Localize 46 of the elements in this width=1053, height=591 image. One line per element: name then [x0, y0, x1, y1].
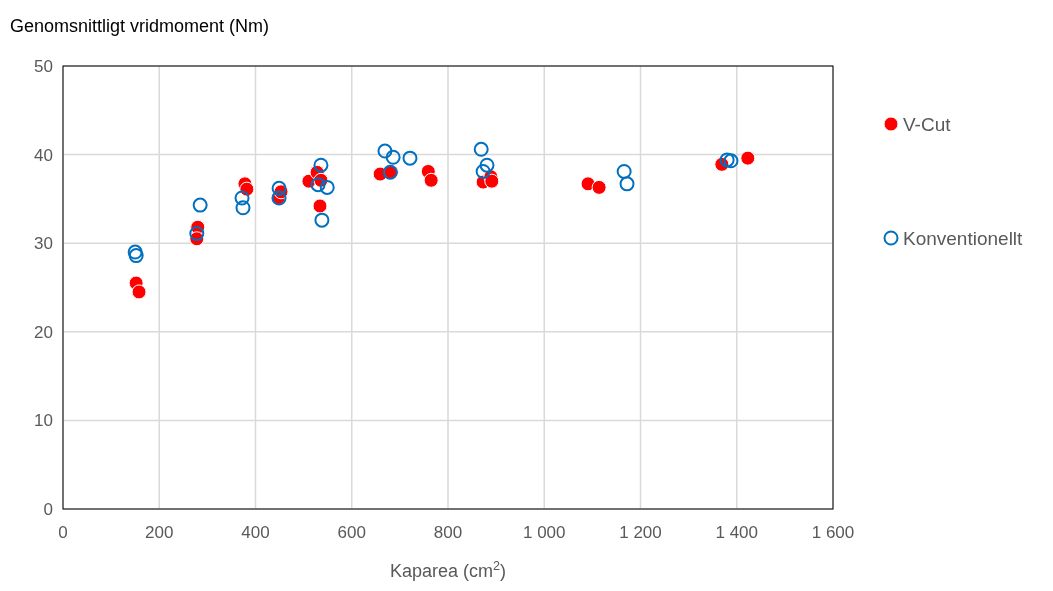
point [377, 143, 393, 159]
point [479, 157, 495, 173]
point [234, 190, 250, 206]
point [128, 248, 144, 264]
point [616, 163, 632, 179]
point [271, 180, 287, 196]
point [319, 179, 335, 195]
x-axis-title: Kaparea (cm$^{2}$) [389, 559, 507, 581]
y-tick-label: 10 [34, 411, 53, 431]
point [740, 150, 756, 166]
point [310, 177, 326, 193]
y-tick-label: 0 [43, 500, 53, 519]
point [189, 225, 205, 241]
point [723, 153, 739, 169]
point [473, 141, 489, 157]
x-tick-label: 200 [145, 523, 174, 542]
x-tick-label: 1 600 [811, 523, 855, 542]
point [192, 197, 208, 213]
point [385, 149, 401, 165]
point [475, 163, 491, 179]
point [402, 150, 418, 166]
x-tick-label: 1 000 [522, 523, 566, 542]
point [131, 284, 147, 300]
x-tick-label: 0 [58, 523, 68, 542]
x-tick-label: 1 200 [619, 523, 662, 542]
x-tick-label: 800 [433, 523, 463, 542]
legend-label: Konventionellt [903, 228, 1024, 249]
point [314, 212, 330, 228]
point [423, 172, 439, 188]
point [127, 244, 143, 260]
y-tick-label: 20 [34, 322, 53, 342]
y-axis-title: Genomsnittligt vridmoment (Nm) [10, 16, 270, 36]
x-tick-label: 1 400 [715, 523, 759, 542]
legend-label: V-Cut [903, 114, 952, 135]
x-tick-label: 600 [337, 523, 366, 542]
point [484, 173, 500, 189]
point [313, 157, 329, 173]
point [619, 176, 635, 192]
y-tick-label: 30 [34, 234, 53, 254]
point [312, 198, 328, 214]
x-tick-label: 400 [241, 523, 270, 542]
y-tick-label: 50 [34, 57, 53, 76]
point [235, 200, 251, 216]
point [591, 179, 607, 195]
point [719, 152, 735, 168]
y-tick-label: 40 [34, 145, 53, 165]
